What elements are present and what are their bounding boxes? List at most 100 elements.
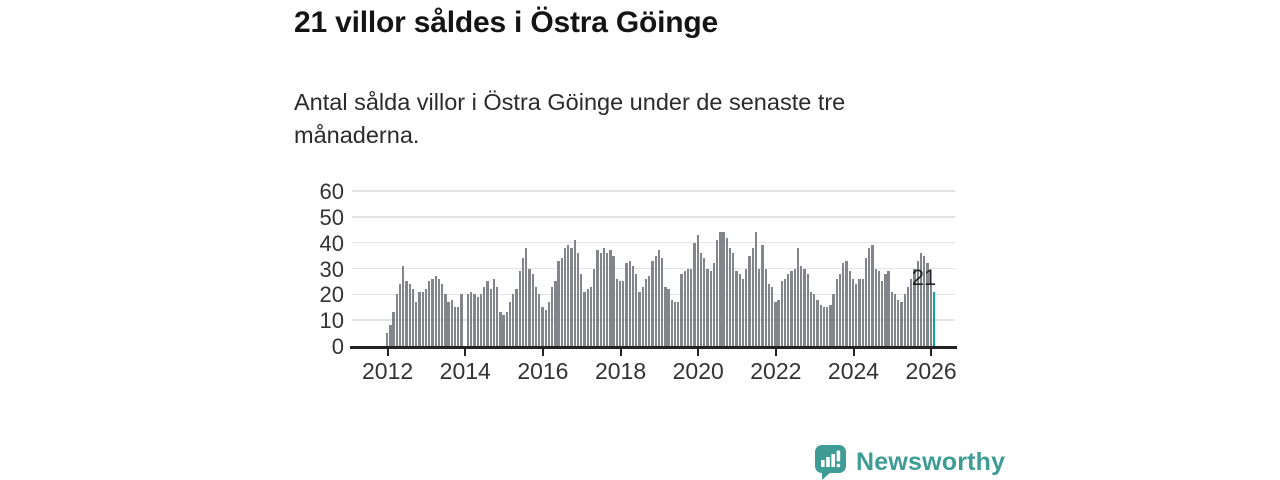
bar-2022-07 — [793, 268, 796, 346]
bar-2014-03 — [470, 291, 473, 346]
bar-2015-03 — [508, 302, 512, 346]
bar-2023-03 — [819, 304, 822, 346]
bar-2012-05 — [398, 284, 402, 346]
bar-2021-07 — [754, 232, 758, 346]
bar-2018-11 — [651, 260, 654, 346]
bar-2013-01 — [424, 289, 428, 346]
bar-2020-10 — [725, 237, 728, 346]
highlight-value-label: 21 — [911, 264, 937, 290]
bar-2021-11 — [767, 284, 771, 346]
bar-2022-02 — [777, 299, 780, 346]
bar-2015-06 — [518, 271, 521, 346]
bar-2015-02 — [505, 312, 508, 346]
bar-2023-02 — [816, 299, 819, 346]
bar-2021-01 — [735, 271, 738, 346]
x-tick-2012 — [386, 348, 389, 356]
bar-2012-07 — [405, 281, 408, 346]
bar-2013-09 — [450, 299, 453, 346]
bar-2019-01 — [657, 250, 661, 346]
bar-2016-12 — [576, 253, 580, 346]
bar-2012-12 — [421, 291, 424, 346]
bar-2021-09 — [761, 245, 764, 346]
bar-2020-06 — [712, 263, 716, 346]
bar-2013-04 — [434, 276, 437, 346]
bar-2015-11 — [534, 286, 538, 346]
bar-2012-04 — [395, 294, 398, 346]
bar-2014-10 — [492, 278, 496, 346]
bar-2013-08 — [447, 302, 450, 346]
x-tick-label-2018: 2018 — [594, 358, 647, 384]
bar-2025-08 — [913, 268, 916, 346]
bar-2025-09 — [916, 260, 919, 346]
bar-2022-11 — [806, 273, 809, 346]
bar-2014-07 — [483, 286, 486, 346]
bar-2020-05 — [709, 271, 712, 346]
bar-2022-06 — [790, 271, 793, 346]
bar-2015-08 — [525, 247, 528, 346]
bar-2020-07 — [716, 240, 719, 346]
page-title: 21 villor såldes i Östra Göinge — [294, 6, 718, 39]
bar-2012-11 — [418, 291, 421, 346]
bar-2017-09 — [606, 253, 609, 346]
bar-2014-11 — [496, 286, 499, 346]
bar-2019-07 — [677, 302, 680, 346]
bar-2016-09 — [567, 245, 570, 346]
bar-2026-01 — [929, 284, 932, 346]
y-tick-label-0: 0 — [331, 334, 344, 359]
bar-2024-10 — [881, 281, 884, 346]
bar-2026-02 — [932, 291, 936, 346]
bar-2016-02 — [544, 309, 547, 346]
x-tick-label-2020: 2020 — [672, 358, 724, 384]
bar-2016-08 — [563, 247, 567, 346]
bar-2015-10 — [531, 273, 534, 346]
bar-2013-02 — [428, 281, 431, 346]
bar-2018-02 — [622, 281, 625, 346]
bar-2023-04 — [822, 307, 826, 346]
bar-2019-02 — [661, 258, 664, 346]
newsworthy-logo: Newsworthy — [814, 444, 1005, 480]
bar-2014-08 — [486, 281, 489, 346]
bar-2017-02 — [583, 291, 586, 346]
bar-2022-01 — [774, 302, 777, 346]
bar-2019-03 — [664, 286, 667, 346]
bar-2020-04 — [706, 268, 709, 346]
bar-2019-09 — [683, 271, 686, 346]
bar-2018-09 — [644, 278, 648, 346]
gridline-50 — [352, 216, 955, 218]
x-tick-2018 — [619, 348, 622, 356]
bar-2024-02 — [855, 284, 858, 346]
bar-2025-06 — [906, 286, 910, 346]
bar-2023-11 — [845, 260, 848, 346]
bar-2023-12 — [848, 271, 851, 346]
bar-2023-09 — [838, 273, 842, 346]
bar-2019-12 — [693, 242, 696, 346]
bar-2016-01 — [541, 307, 544, 346]
bar-2012-08 — [408, 284, 411, 346]
bar-2018-03 — [625, 263, 628, 346]
bar-2018-12 — [654, 255, 657, 346]
bar-2024-06 — [868, 247, 871, 346]
logo-text: Newsworthy — [856, 447, 1006, 476]
y-tick-label-60: 60 — [319, 179, 344, 204]
bar-2021-10 — [764, 268, 767, 346]
bar-2017-03 — [586, 289, 589, 346]
bar-2016-06 — [557, 260, 560, 346]
bar-2024-09 — [877, 271, 881, 346]
bar-2023-05 — [826, 307, 829, 346]
bar-2021-03 — [741, 278, 745, 346]
bar-2016-07 — [560, 258, 563, 346]
bar-2020-02 — [699, 253, 703, 346]
bar-2013-07 — [444, 294, 447, 346]
x-tick-2024 — [852, 348, 855, 356]
bar-2018-05 — [631, 265, 635, 346]
bar-chart-speech-bubble-icon — [815, 445, 846, 480]
bar-2012-10 — [415, 302, 418, 346]
x-tick-label-2012: 2012 — [362, 358, 414, 384]
gridline-60 — [352, 190, 955, 192]
x-tick-2026 — [930, 348, 933, 356]
bar-2018-06 — [635, 273, 638, 346]
x-tick-2016 — [541, 348, 544, 356]
bar-2016-11 — [573, 240, 576, 346]
